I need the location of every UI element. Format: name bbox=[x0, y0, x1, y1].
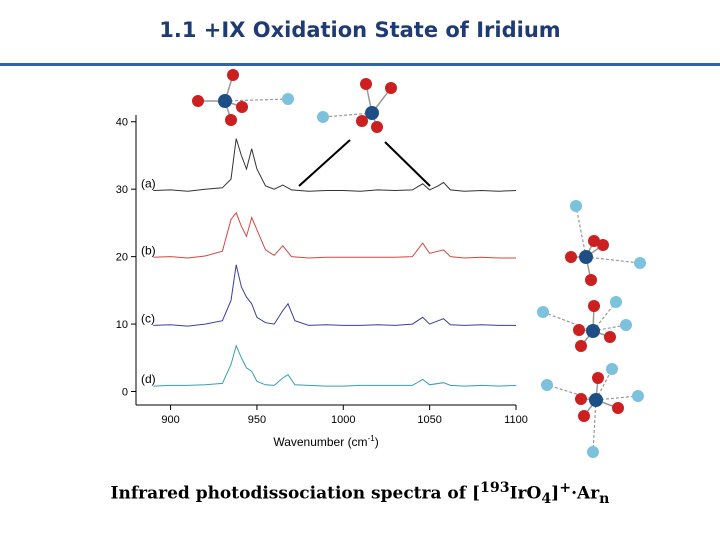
y-tick-label: 30 bbox=[116, 184, 128, 196]
series-labels: (a) (b) (c) (d) bbox=[141, 177, 156, 387]
y-ticks: 0 10 20 30 40 bbox=[116, 117, 136, 399]
x-tick-label: 900 bbox=[161, 414, 179, 426]
y-tick-label: 10 bbox=[116, 319, 128, 331]
ir-o4-structure-top-left bbox=[192, 69, 294, 126]
ir-o4-ar3-structure bbox=[537, 296, 632, 352]
series-label: (b) bbox=[141, 243, 156, 257]
x-tick-label: 950 bbox=[248, 414, 266, 426]
y-tick-label: 0 bbox=[122, 387, 128, 399]
series-line bbox=[153, 211, 516, 259]
y-tick-label: 40 bbox=[116, 117, 128, 129]
series-label: (c) bbox=[141, 311, 155, 325]
series-line bbox=[153, 138, 517, 192]
arrow-left bbox=[298, 139, 351, 187]
ir-o4-ar4-structure bbox=[541, 363, 644, 458]
spectra-series bbox=[153, 138, 517, 387]
x-axis-label: Wavenumber (cm-1) bbox=[273, 434, 378, 449]
x-tick-label: 1050 bbox=[417, 414, 441, 426]
series-label: (a) bbox=[141, 177, 156, 191]
ir-o4-ar2-structure bbox=[565, 200, 646, 286]
x-ticks: 900 950 1000 1050 1100 bbox=[161, 405, 528, 426]
series-line bbox=[153, 344, 517, 387]
title-divider bbox=[0, 63, 720, 66]
series-label: (d) bbox=[141, 372, 156, 386]
x-tick-label: 1100 bbox=[504, 414, 528, 426]
series-line bbox=[153, 264, 516, 327]
ir-o4-structure-top-center bbox=[317, 78, 397, 133]
slide-title: 1.1 +IX Oxidation State of Iridium bbox=[159, 18, 561, 42]
figure-caption: Infrared photodissociation spectra of [1… bbox=[110, 480, 610, 508]
x-tick-label: 1000 bbox=[331, 414, 355, 426]
y-tick-label: 20 bbox=[116, 252, 128, 264]
arrow-right bbox=[384, 141, 431, 187]
